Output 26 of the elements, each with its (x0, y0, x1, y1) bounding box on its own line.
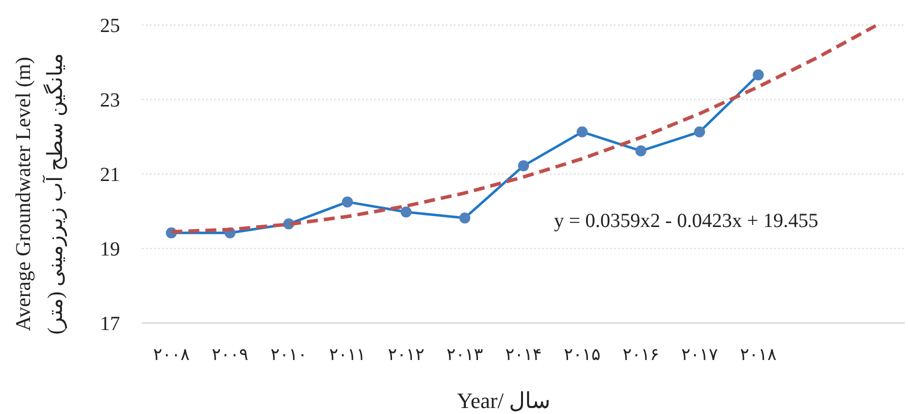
x-tick-label: ۲۰۱۶ (622, 345, 660, 365)
point (400, 206, 412, 218)
point (694, 126, 706, 138)
point (576, 126, 588, 138)
x-tick-label: ۲۰۱۲ (388, 345, 424, 365)
x-tick-label: ۲۰۱۳ (446, 345, 484, 365)
x-tick-label: ۲۰۱۴ (505, 345, 542, 365)
x-tick-label: ۲۰۰۹ (212, 345, 248, 365)
y-tick-label: 25 (100, 15, 120, 37)
annotation: y = 0.0359x2 - 0.0423x + 19.455 (554, 210, 818, 232)
point (518, 160, 529, 172)
point (635, 145, 646, 156)
x-tick-label: ۲۰۱۰ (270, 345, 307, 365)
y-tick-label: 17 (100, 313, 120, 335)
x-axis-title: Year/ سال (456, 388, 550, 413)
x-tick-label: ۲۰۱۸ (740, 345, 777, 365)
y-tick-label: 21 (100, 164, 120, 186)
x-tick-label: ۲۰۱۱ (329, 345, 366, 365)
point (752, 69, 764, 80)
x-tick-label: ۲۰۰۸ (153, 345, 190, 365)
y-tick-label: 23 (100, 90, 120, 112)
y-tick-label: 19 (100, 238, 120, 260)
point (459, 212, 470, 224)
x-tick-label: ۲۰۱۵ (564, 345, 600, 365)
point (342, 196, 353, 208)
x-tick-label: ۲۰۱۷ (681, 345, 718, 365)
